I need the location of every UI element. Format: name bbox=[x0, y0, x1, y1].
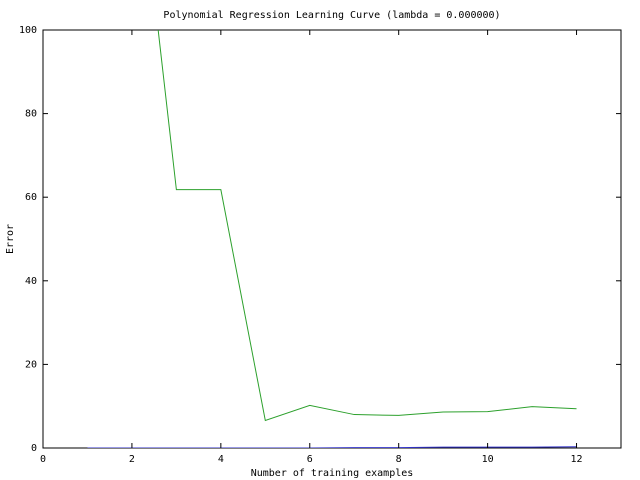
series-line bbox=[157, 30, 577, 422]
plot-area bbox=[87, 30, 577, 448]
x-tick-label: 2 bbox=[129, 454, 135, 465]
y-tick-label: 40 bbox=[25, 276, 37, 287]
y-tick-label: 60 bbox=[25, 192, 37, 203]
series-line bbox=[87, 446, 577, 448]
x-tick-label: 8 bbox=[396, 454, 402, 465]
x-tick-label: 4 bbox=[218, 454, 224, 465]
x-tick-label: 6 bbox=[307, 454, 313, 465]
y-tick-label: 0 bbox=[31, 443, 37, 454]
x-axis-label: Number of training examples bbox=[251, 468, 414, 479]
y-axis-label: Error bbox=[5, 224, 16, 254]
x-tick-label: 12 bbox=[571, 454, 583, 465]
chart-title: Polynomial Regression Learning Curve (la… bbox=[163, 10, 500, 21]
y-tick-label: 20 bbox=[25, 359, 37, 370]
x-tick-label: 0 bbox=[40, 454, 46, 465]
y-tick-label: 100 bbox=[19, 25, 37, 36]
plot-frame bbox=[42, 29, 622, 449]
x-tick-label: 10 bbox=[482, 454, 494, 465]
y-tick-label: 80 bbox=[25, 109, 37, 120]
